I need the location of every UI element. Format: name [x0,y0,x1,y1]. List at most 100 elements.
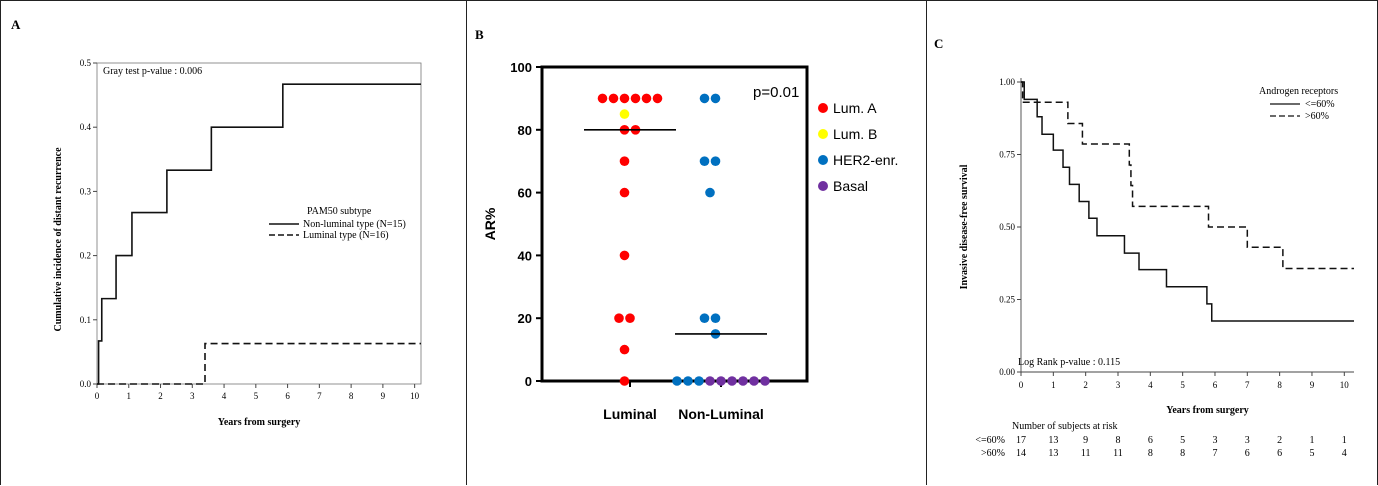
data-point [608,93,619,104]
data-point [683,376,693,386]
data-point [699,156,710,166]
data-point [619,109,630,119]
data-point [619,187,630,198]
data-point [619,250,630,261]
y-tick-label: 80 [518,123,532,138]
x-tick-label: 0 [95,391,100,401]
data-point [614,313,624,324]
risk-value: 3 [1212,435,1217,446]
p-value-annotation: p=0.01 [753,84,799,101]
data-point [705,187,715,198]
risk-value: 8 [1180,448,1185,459]
y-tick-label: 0.25 [999,295,1015,305]
risk-value: 17 [1016,435,1026,446]
x-tick-label: 0 [1019,380,1024,390]
x-tick-label: Luminal [603,406,657,422]
series-line [97,342,421,385]
panel-letter-c: C [934,36,943,51]
legend-entry: HER2-enr. [833,152,898,168]
data-point [641,93,652,104]
panel-letter-a: A [11,17,21,32]
x-tick-label: 6 [1213,380,1218,390]
legend-entry: Lum. A [833,100,877,116]
data-point [652,93,663,104]
risk-value: 6 [1277,448,1282,459]
data-point [727,376,737,386]
x-tick-label: 4 [1148,380,1153,390]
data-point [619,156,630,166]
x-tick-label: 1 [1051,380,1056,390]
data-point [597,93,608,104]
chart-b: B 0 20 40 60 80 100 AR% Luminal Non-Luminal p=0.0… [475,27,898,422]
x-tick-label: 5 [1180,380,1185,390]
data-point [694,376,704,386]
x-tick-label: 9 [1310,380,1315,390]
y-tick-label: 0.1 [80,315,91,325]
risk-value: 8 [1115,435,1120,446]
x-tick-label: 3 [1116,380,1121,390]
legend-title: Androgen receptors [1259,86,1338,97]
data-point [738,376,748,386]
legend-entry: Basal [833,178,868,194]
x-tick-label: 3 [190,391,195,401]
data-point [710,313,721,324]
legend-marker [818,129,828,139]
x-tick-label: 8 [349,391,354,401]
panel-b: B 0 20 40 60 80 100 AR% Luminal Non-Luminal p=0.0… [466,0,926,485]
x-tick-label: 7 [317,391,322,401]
risk-value: 7 [1212,448,1217,459]
risk-value: 1 [1309,435,1314,446]
data-point [699,93,710,104]
risk-value: 5 [1309,448,1314,459]
y-tick-label: 0.3 [80,186,92,196]
risk-value: 3 [1245,435,1250,446]
legend-entry: Non-luminal type (N=15) [303,219,406,230]
chart-a: A 0.0 0.1 0.2 0.3 0.4 0.5 0 1 2 3 4 5 6 7 8 9 10 Years fr… [11,17,422,428]
legend-title: PAM50 subtype [307,206,372,217]
x-tick-label: Non-Luminal [678,406,764,422]
x-tick-label: 6 [285,391,290,401]
legend-entry: <=60% [1305,99,1335,110]
x-tick-label: 1 [127,391,132,401]
risk-value: 11 [1081,448,1091,459]
risk-value: 13 [1048,448,1058,459]
y-tick-label: 0.00 [999,367,1015,377]
series-line [1021,81,1354,270]
data-point [630,93,641,104]
panel-c: C 0.00 0.25 0.50 0.75 1.00 0 1 2 3 4 5 6 7 8 9 10 Years … [926,0,1378,485]
data-point [716,376,726,386]
y-tick-label: 0.4 [80,122,92,132]
x-tick-label: 4 [222,391,227,401]
data-point [619,344,630,355]
risk-value: 5 [1180,435,1185,446]
x-tick-label: 9 [381,391,386,401]
x-tick-label: 2 [158,391,163,401]
y-tick-label: 1.00 [999,77,1015,87]
y-axis-label: Invasive disease-free survival [959,164,970,289]
panel-letter-b: B [475,27,484,42]
y-tick-label: 20 [518,311,532,326]
x-tick-label: 7 [1245,380,1250,390]
y-tick-label: 60 [518,186,532,201]
x-axis-label: Years from surgery [1166,405,1249,416]
legend-marker [818,155,828,165]
data-point [619,376,630,386]
risk-value: 9 [1083,435,1088,446]
p-value-annotation: Gray test p-value : 0.006 [103,66,202,77]
data-point [705,376,715,386]
risk-row-label: >60% [981,448,1005,459]
y-tick-label: 0.75 [999,150,1015,160]
data-point [710,93,721,104]
risk-value: 6 [1245,448,1250,459]
x-tick-label: 8 [1277,380,1282,390]
plot-frame [96,62,422,385]
legend-marker [818,103,828,113]
y-tick-label: 0.5 [80,58,92,68]
data-point [749,376,759,386]
data-point [672,376,682,386]
y-axis-label: AR% [482,207,498,240]
legend-entry: Luminal type (N=16) [303,230,389,241]
p-value-annotation: Log Rank p-value : 0.115 [1018,357,1120,368]
y-axis-label: Cumulative incidence of distant recurren… [53,147,64,332]
y-tick-label: 100 [510,60,532,75]
